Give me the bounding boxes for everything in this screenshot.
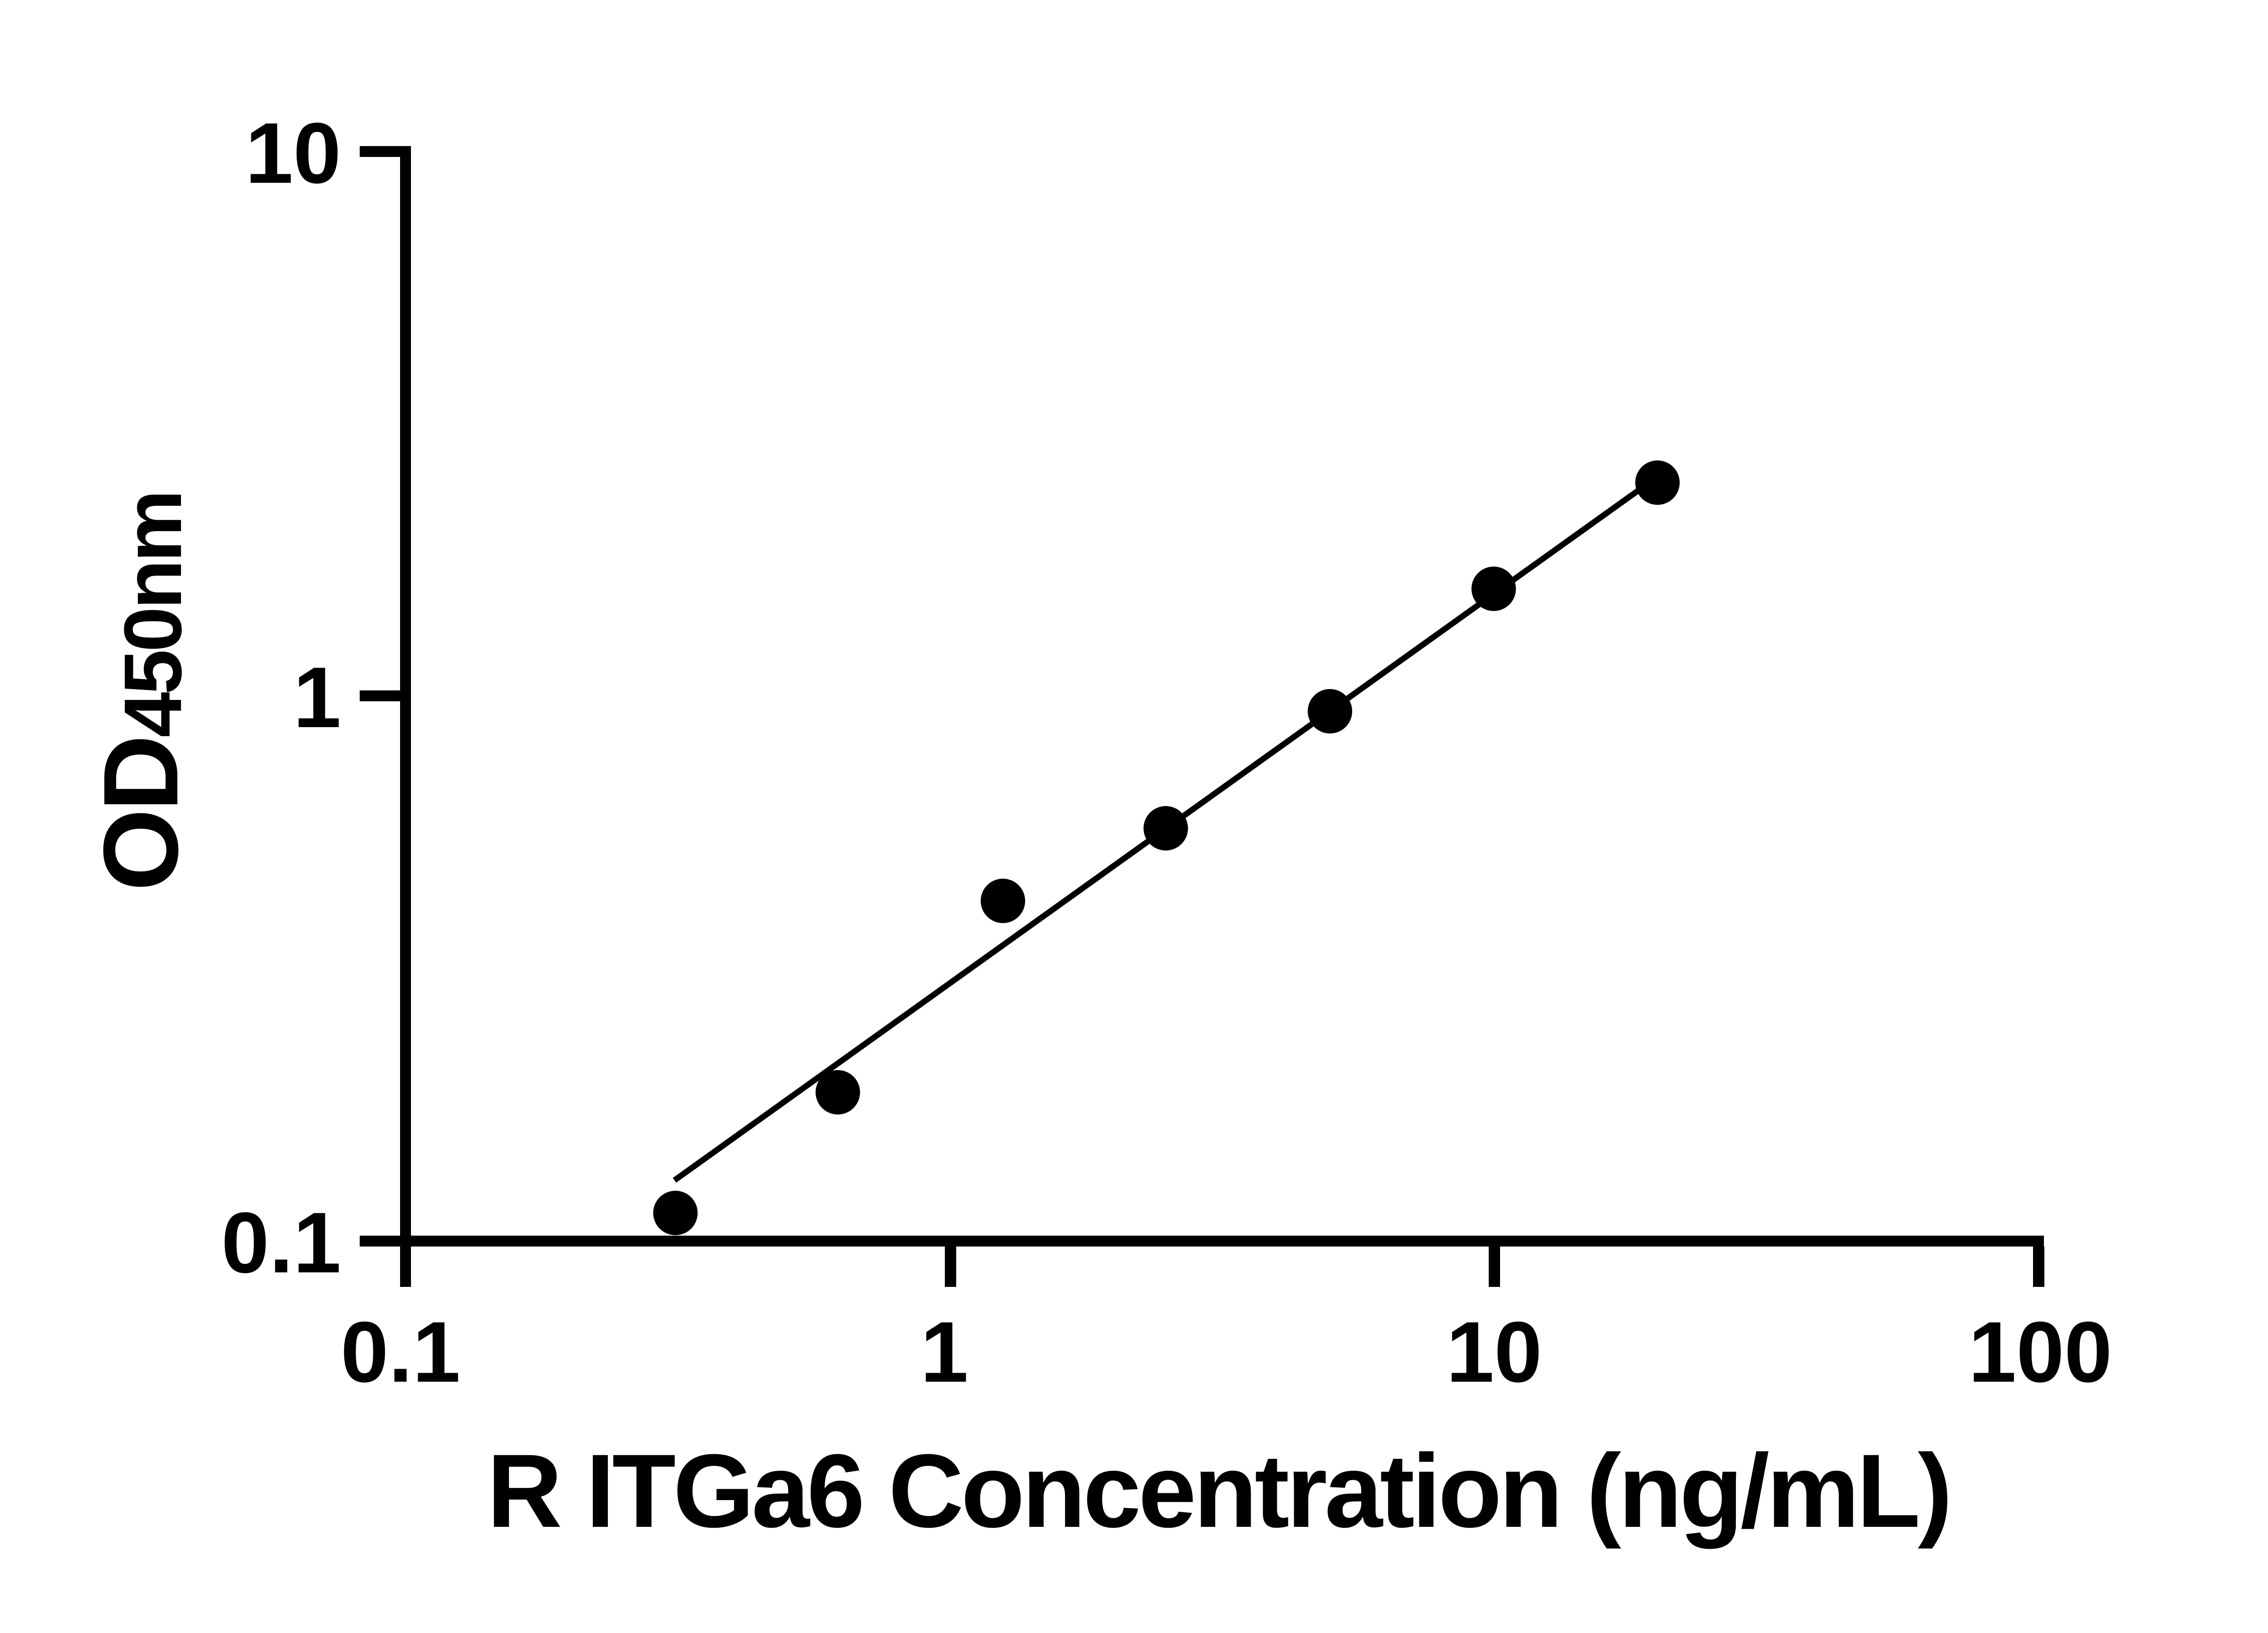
svg-text:0.1: 0.1 (341, 1304, 460, 1400)
svg-text:OD450nm: OD450nm (81, 492, 200, 891)
svg-text:100: 100 (1968, 1304, 2112, 1400)
svg-text:R ITGa6 Concentration (ng/mL): R ITGa6 Concentration (ng/mL) (487, 1433, 1950, 1549)
svg-text:10: 10 (1446, 1304, 1542, 1400)
svg-text:1: 1 (920, 1304, 968, 1400)
svg-text:10: 10 (245, 105, 341, 201)
svg-text:0.1: 0.1 (221, 1195, 341, 1291)
svg-text:1: 1 (293, 650, 341, 746)
